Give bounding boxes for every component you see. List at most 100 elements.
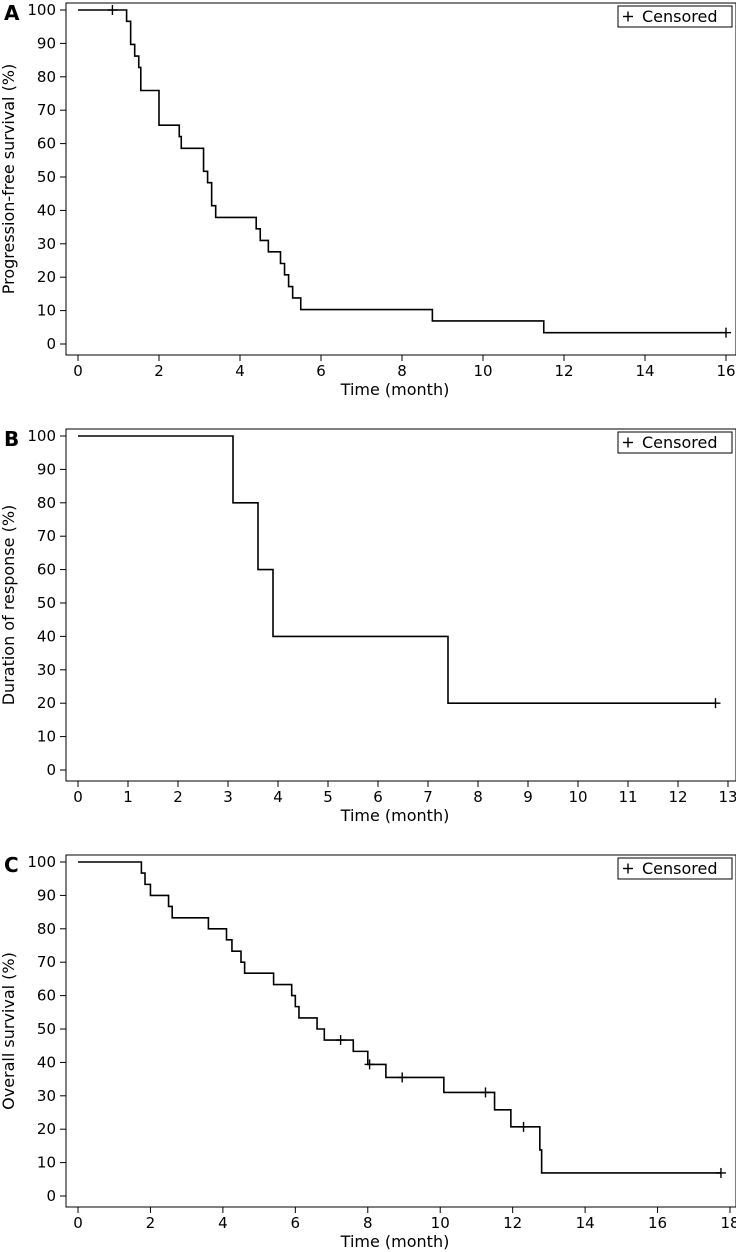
panel-b-ytick-label: 90 (37, 460, 56, 478)
panel-b-xtick-label: 11 (618, 788, 637, 806)
panel-c-ytick-label: 40 (37, 1053, 56, 1071)
panel-b-y-axis-label: Duration of response (%) (0, 505, 18, 706)
panel-b-ytick-label: 100 (27, 427, 56, 445)
panel-b-ytick-label: 30 (37, 661, 56, 679)
panel-b-x-axis-label: Time (month) (340, 806, 450, 825)
panel-a-legend: Censored (617, 5, 733, 28)
panel-c-censor-mark (715, 1167, 726, 1178)
panel-c-ytick-label: 90 (37, 886, 56, 904)
panel-c-x-axis-label: Time (month) (340, 1232, 450, 1251)
panel-c-frame (65, 854, 736, 1208)
panel-c-xtick-label: 8 (363, 1214, 373, 1232)
panel-b-xtick-label: 2 (173, 788, 183, 806)
panel-a-censor-mark (107, 5, 118, 15)
panel-a-xtick-label: 6 (316, 362, 326, 380)
panel-c-xtick-label: 2 (146, 1214, 156, 1232)
panel-c-censor-mark (518, 1121, 529, 1132)
panel-c-ytick-label: 80 (37, 920, 56, 938)
panel-c-ytick-label: 10 (37, 1154, 56, 1172)
panel-c-ytick-label: 70 (37, 953, 56, 971)
panel-a-xtick-label: 12 (554, 362, 573, 380)
panel-c-ytick-label: 50 (37, 1020, 56, 1038)
panel-b-frame (65, 428, 736, 782)
panel-a-letter: A (4, 1, 20, 25)
panel-c-ytick-label: 100 (27, 853, 56, 871)
panel-b-xtick-label: 9 (523, 788, 533, 806)
panel-b-ytick-label: 40 (37, 627, 56, 645)
panel-c-ytick-label: 0 (46, 1187, 56, 1205)
panel-b-xtick-label: 4 (273, 788, 283, 806)
panel-c-xtick-label: 18 (720, 1214, 736, 1232)
panel-a-ytick-label: 30 (37, 235, 56, 253)
panel-a-ytick-label: 80 (37, 68, 56, 86)
panel-a-xtick-label: 14 (635, 362, 654, 380)
panel-c-ytick-label: 20 (37, 1120, 56, 1138)
panel-c-ytick-label: 60 (37, 987, 56, 1005)
panel-a-ytick-label: 0 (46, 335, 56, 353)
panel-c-y-axis-label: Overall survival (%) (0, 952, 18, 1110)
panel-c-km-curve (78, 861, 721, 1174)
panel-b-ytick-label: 20 (37, 694, 56, 712)
legend-box (617, 431, 733, 454)
panel-b-ytick-label: 80 (37, 494, 56, 512)
panel-b-km-curve (78, 435, 716, 704)
panel-b-letter: B (4, 427, 19, 451)
panel-a-ytick-label: 70 (37, 101, 56, 119)
panel-b-ytick-label: 60 (37, 561, 56, 579)
panel-a-ytick-label: 50 (37, 168, 56, 186)
panel-b-ytick-label: 0 (46, 761, 56, 779)
panel-a-km-curve (78, 9, 726, 334)
legend-box (617, 5, 733, 28)
panel-c-xtick-label: 14 (576, 1214, 595, 1232)
panel-b-xtick-label: 8 (473, 788, 483, 806)
panel-b-xtick-label: 1 (123, 788, 133, 806)
panel-a-ytick-label: 10 (37, 302, 56, 320)
panel-a-y-axis-label: Progression-free survival (%) (0, 64, 18, 295)
panel-a-xtick-label: 8 (397, 362, 407, 380)
panel-a-ytick-label: 20 (37, 268, 56, 286)
panel-b-xtick-label: 12 (668, 788, 687, 806)
panel-a-xtick-label: 4 (235, 362, 245, 380)
panel-b-xtick-label: 10 (568, 788, 587, 806)
legend-label: Censored (642, 7, 718, 26)
panel-c-censor-mark (397, 1072, 408, 1083)
panel-b-xtick-label: 6 (373, 788, 383, 806)
panel-b-xtick-label: 5 (323, 788, 333, 806)
panel-b-ytick-label: 70 (37, 527, 56, 545)
panel-a-xtick-label: 10 (473, 362, 492, 380)
panel-b-censor-mark (710, 698, 721, 709)
panel-b-xtick-label: 7 (423, 788, 433, 806)
panel-c-xtick-label: 16 (648, 1214, 667, 1232)
panel-a-xtick-label: 0 (73, 362, 83, 380)
panel-c-xtick-label: 4 (218, 1214, 228, 1232)
panel-a-ytick-label: 60 (37, 135, 56, 153)
panel-c-legend: Censored (617, 857, 733, 880)
legend-label: Censored (642, 433, 718, 452)
panel-b-xtick-label: 13 (718, 788, 736, 806)
legend-box (617, 857, 733, 880)
panel-a-xtick-label: 16 (716, 362, 735, 380)
panel-c-censor-mark (480, 1087, 491, 1098)
panel-a: A 0 10 20 30 40 50 60 70 80 90 100 0 2 4 6 8 10 12 14 16 Time… (0, 1, 736, 399)
panel-b-legend: Censored (617, 431, 733, 454)
panel-c-censor-mark (364, 1059, 375, 1070)
panel-b-ytick-label: 10 (37, 728, 56, 746)
panel-c-xtick-label: 12 (503, 1214, 522, 1232)
panel-a-ytick-label: 90 (37, 34, 56, 52)
panel-b-ytick-label: 50 (37, 594, 56, 612)
panel-a-frame (65, 2, 736, 356)
panel-a-ytick-label: 100 (27, 1, 56, 19)
panel-a-censor-mark (721, 327, 731, 338)
panel-c-xtick-label: 10 (431, 1214, 450, 1232)
panel-a-x-axis-label: Time (month) (340, 380, 450, 399)
panel-c-ytick-label: 30 (37, 1087, 56, 1105)
panel-c-xtick-label: 6 (291, 1214, 301, 1232)
panel-b-xtick-label: 3 (223, 788, 233, 806)
panel-c-xtick-label: 0 (73, 1214, 83, 1232)
panel-c-letter: C (4, 853, 19, 877)
panel-c-censor-mark (335, 1035, 346, 1046)
legend-label: Censored (642, 859, 718, 878)
panel-c: C 0 10 20 30 40 50 60 70 80 90 100 0 2 4 6 8 10 12 14 16 18 Ti… (0, 853, 736, 1251)
